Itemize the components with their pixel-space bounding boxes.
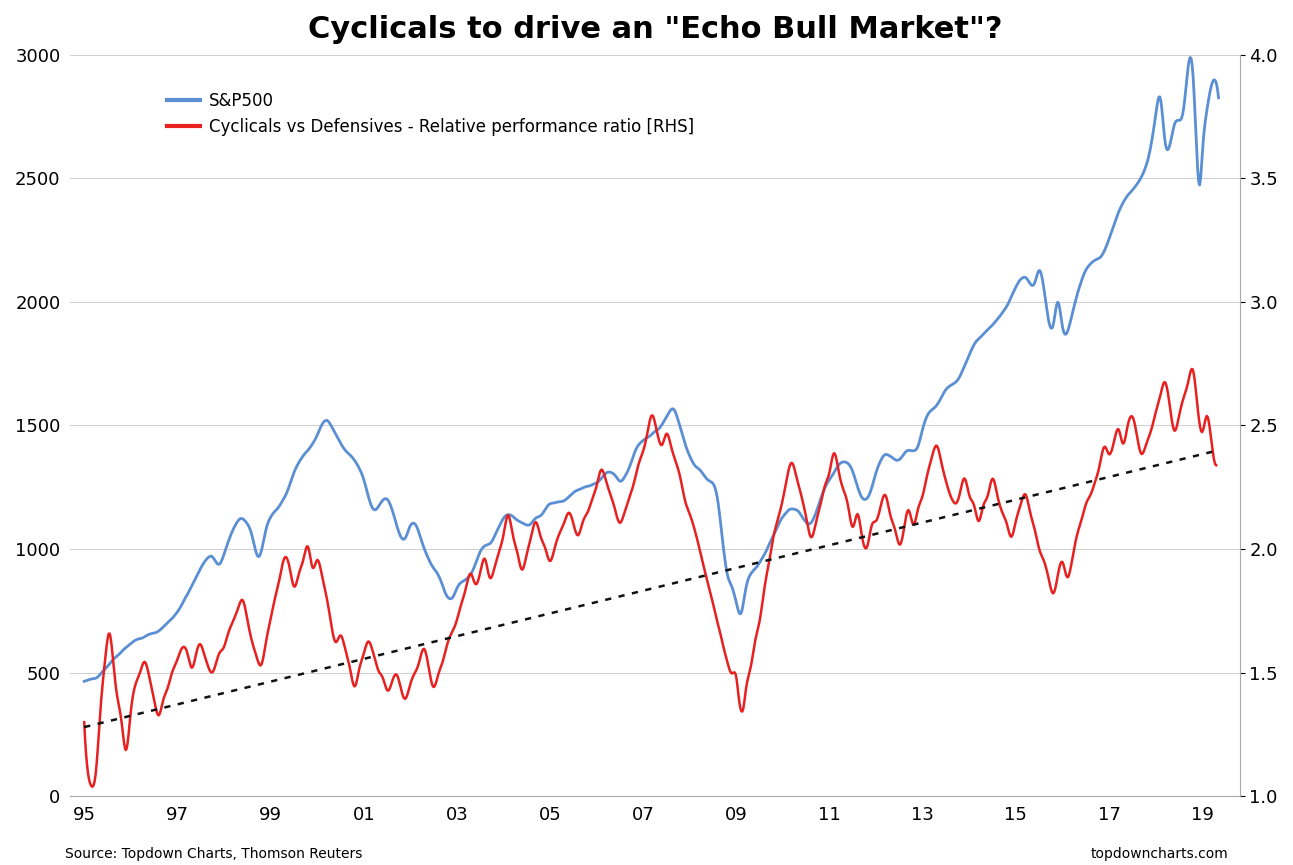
- Text: Source: Topdown Charts, Thomson Reuters: Source: Topdown Charts, Thomson Reuters: [65, 847, 362, 861]
- Title: Cyclicals to drive an "Echo Bull Market"?: Cyclicals to drive an "Echo Bull Market"…: [308, 15, 1002, 44]
- Text: topdowncharts.com: topdowncharts.com: [1090, 847, 1228, 861]
- Legend: S&P500, Cyclicals vs Defensives - Relative performance ratio [RHS]: S&P500, Cyclicals vs Defensives - Relati…: [160, 86, 701, 143]
